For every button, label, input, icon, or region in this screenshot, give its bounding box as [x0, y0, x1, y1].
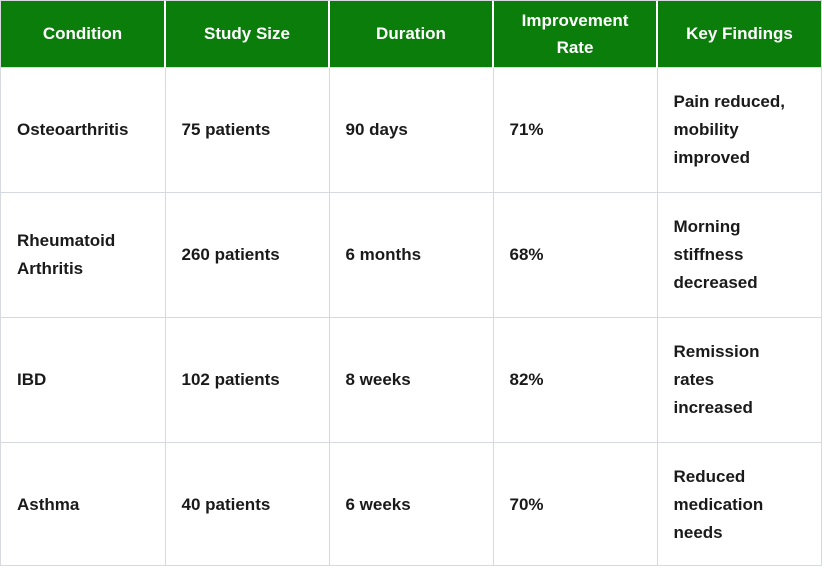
table-row: Osteoarthritis 75 patients 90 days 71% P…: [1, 66, 821, 193]
cell-study-size: 102 patients: [164, 316, 330, 443]
cell-key-findings: Pain reduced, mobility improved: [656, 66, 821, 193]
cell-duration: 6 months: [328, 191, 494, 318]
cell-duration: 90 days: [328, 66, 494, 193]
cell-study-size: 260 patients: [164, 191, 330, 318]
table-row: IBD 102 patients 8 weeks 82% Remission r…: [1, 316, 821, 443]
column-header-condition: Condition: [1, 1, 165, 67]
cell-key-findings: Remission rates increased: [656, 316, 821, 443]
table-body: Osteoarthritis 75 patients 90 days 71% P…: [1, 66, 821, 565]
cell-improvement-rate: 82%: [492, 316, 658, 443]
cell-condition: IBD: [1, 316, 166, 443]
cell-improvement-rate: 71%: [492, 66, 658, 193]
cell-duration: 8 weeks: [328, 316, 494, 443]
cell-condition: Asthma: [1, 441, 166, 565]
column-header-key-findings: Key Findings: [656, 1, 821, 67]
cell-improvement-rate: 68%: [492, 191, 658, 318]
cell-key-findings: Morning stiffness decreased: [656, 191, 821, 318]
table-row: Asthma 40 patients 6 weeks 70% Reduced m…: [1, 441, 821, 565]
cell-study-size: 40 patients: [164, 441, 330, 565]
column-header-study-size: Study Size: [164, 1, 329, 67]
cell-condition: Osteoarthritis: [1, 66, 166, 193]
cell-duration: 6 weeks: [328, 441, 494, 565]
column-header-duration: Duration: [328, 1, 493, 67]
column-header-improvement-rate: Improvement Rate: [492, 1, 657, 67]
header-row: Condition Study Size Duration Improvemen…: [1, 1, 821, 67]
table-row: Rheumatoid Arthritis 260 patients 6 mont…: [1, 191, 821, 318]
cell-study-size: 75 patients: [164, 66, 330, 193]
cell-improvement-rate: 70%: [492, 441, 658, 565]
table-header: Condition Study Size Duration Improvemen…: [1, 1, 821, 67]
cell-key-findings: Reduced medication needs: [656, 441, 821, 565]
cell-condition: Rheumatoid Arthritis: [1, 191, 166, 318]
